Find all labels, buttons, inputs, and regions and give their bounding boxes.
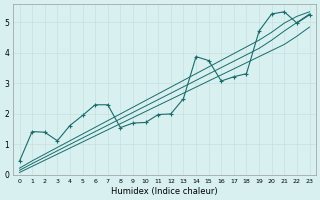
- X-axis label: Humidex (Indice chaleur): Humidex (Indice chaleur): [111, 187, 218, 196]
